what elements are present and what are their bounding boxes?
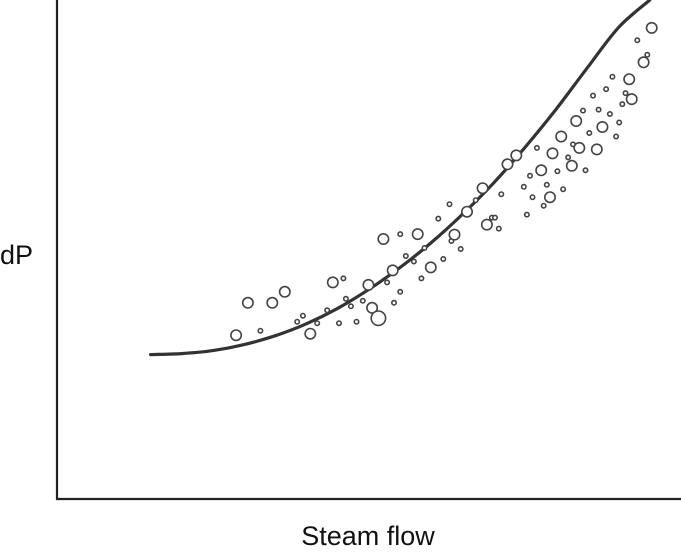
data-point-66 — [573, 141, 586, 154]
data-point-9 — [314, 320, 321, 327]
data-point-57 — [543, 191, 556, 204]
data-point-65 — [570, 115, 583, 128]
data-point-13 — [340, 275, 347, 282]
data-point-12 — [335, 320, 342, 327]
data-point-25 — [397, 231, 404, 238]
data-point-70 — [589, 92, 596, 99]
data-point-1 — [230, 329, 243, 342]
data-point-75 — [606, 111, 613, 118]
data-point-18 — [362, 278, 375, 291]
data-point-26 — [397, 288, 404, 295]
data-point-71 — [590, 143, 603, 156]
data-point-63 — [565, 159, 578, 172]
data-point-11 — [326, 276, 339, 289]
data-point-72 — [595, 106, 602, 113]
data-point-10 — [324, 307, 331, 314]
data-point-41 — [476, 182, 489, 195]
data-point-29 — [411, 228, 424, 241]
data-point-46 — [498, 191, 505, 198]
data-point-79 — [619, 101, 626, 108]
data-point-83 — [634, 37, 641, 44]
data-point-74 — [603, 86, 610, 93]
y-axis-label: dP — [0, 240, 33, 270]
data-point-14 — [342, 295, 349, 302]
data-point-23 — [386, 264, 399, 277]
data-point-30 — [418, 275, 425, 282]
data-point-73 — [596, 121, 609, 134]
data-point-28 — [410, 258, 417, 265]
data-point-42 — [480, 218, 493, 231]
data-point-54 — [535, 164, 548, 177]
data-point-86 — [645, 21, 658, 34]
data-point-61 — [560, 186, 567, 193]
data-points — [230, 21, 658, 342]
data-point-44 — [491, 214, 498, 221]
data-point-55 — [540, 202, 547, 209]
data-point-2 — [241, 296, 254, 309]
data-point-34 — [440, 255, 447, 262]
data-point-62 — [565, 154, 572, 161]
data-point-78 — [616, 119, 623, 126]
data-point-27 — [402, 253, 409, 260]
data-point-33 — [435, 215, 442, 222]
data-point-85 — [644, 51, 651, 58]
data-point-22 — [384, 279, 391, 286]
data-point-56 — [543, 181, 550, 188]
data-point-77 — [613, 133, 620, 140]
data-point-17 — [359, 297, 366, 304]
data-point-16 — [353, 318, 360, 325]
data-point-49 — [520, 183, 527, 190]
data-point-50 — [523, 211, 530, 218]
data-point-69 — [586, 130, 593, 137]
data-point-52 — [529, 194, 536, 201]
data-point-5 — [278, 285, 291, 298]
data-point-45 — [495, 225, 502, 232]
data-point-32 — [424, 261, 437, 274]
axes — [55, 0, 681, 501]
data-point-48 — [510, 149, 523, 162]
x-axis-label: Steam flow — [301, 521, 435, 551]
data-point-53 — [533, 144, 540, 151]
data-point-3 — [257, 327, 264, 334]
data-point-68 — [582, 167, 589, 174]
fit-curve — [149, 0, 652, 357]
data-point-24 — [390, 299, 397, 306]
data-point-15 — [347, 303, 354, 310]
data-point-84 — [637, 56, 650, 69]
data-point-82 — [625, 93, 638, 106]
data-point-81 — [623, 73, 636, 86]
data-point-37 — [448, 228, 461, 241]
data-point-40 — [472, 197, 479, 204]
data-point-47 — [501, 158, 514, 171]
data-point-80 — [622, 90, 629, 97]
data-point-35 — [446, 201, 453, 208]
data-point-59 — [554, 168, 561, 175]
data-point-51 — [526, 172, 533, 179]
data-point-60 — [555, 130, 568, 143]
data-point-39 — [460, 205, 473, 218]
data-point-19 — [366, 301, 379, 314]
data-point-31 — [421, 245, 428, 252]
data-point-8 — [304, 327, 317, 340]
data-point-6 — [294, 318, 301, 325]
data-point-38 — [457, 246, 464, 253]
data-point-76 — [609, 73, 616, 80]
data-point-67 — [579, 107, 586, 114]
data-point-21 — [377, 233, 390, 246]
data-point-4 — [266, 296, 279, 309]
data-point-7 — [299, 312, 306, 319]
data-point-58 — [546, 147, 559, 160]
data-point-20 — [370, 310, 387, 327]
